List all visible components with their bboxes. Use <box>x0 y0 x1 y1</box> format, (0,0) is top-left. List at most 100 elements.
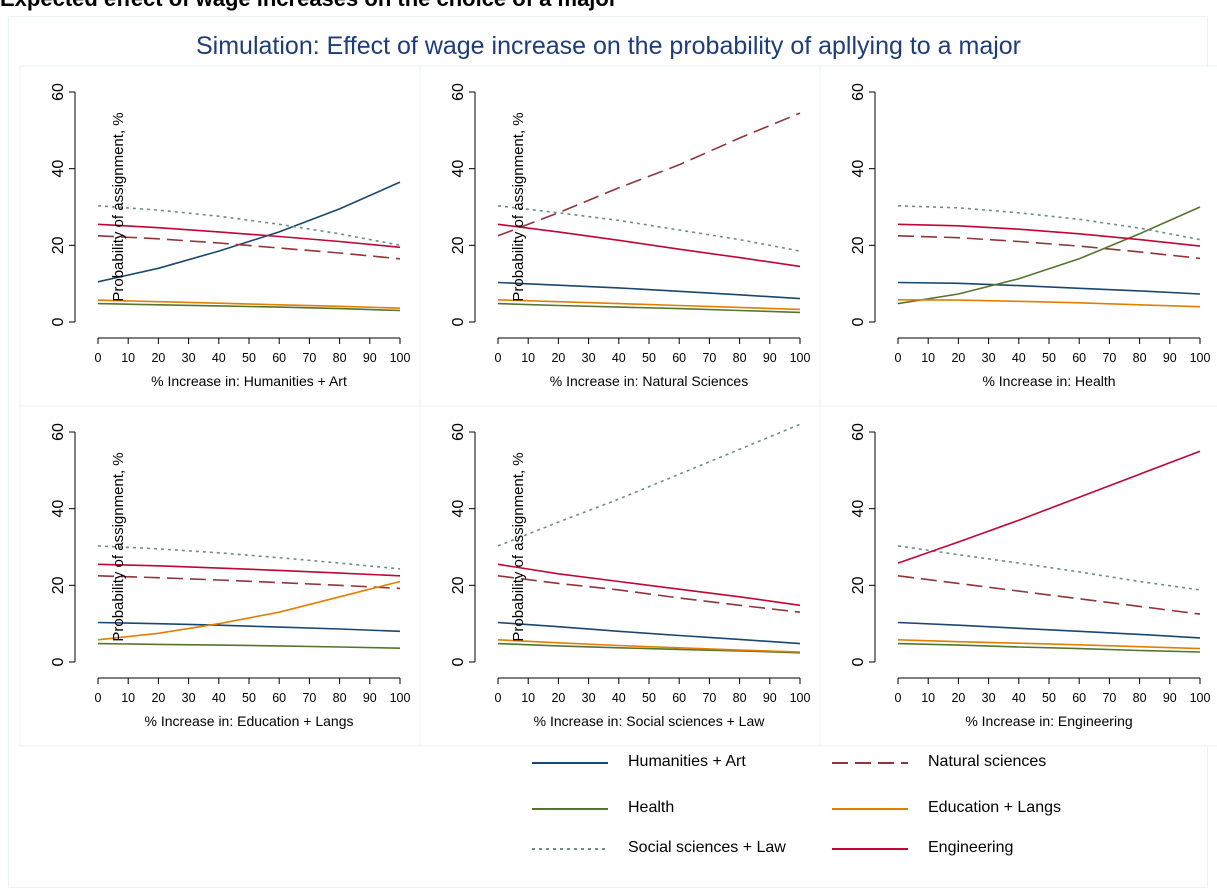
series-line-engineering <box>497 563 801 607</box>
x-tick-label: 20 <box>951 351 965 365</box>
x-tick-label: 10 <box>521 691 535 705</box>
y-tick-label: 20 <box>450 236 467 254</box>
x-tick-label: 40 <box>612 691 626 705</box>
series-line-natural-sciences <box>97 235 401 260</box>
series-line-natural-sciences <box>497 575 801 613</box>
chart-title: Simulation: Effect of wage increase on t… <box>196 32 1021 60</box>
x-tick-label: 70 <box>302 691 316 705</box>
x-tick-label: 90 <box>1163 351 1177 365</box>
series-line-humanities-art <box>897 621 1201 639</box>
y-tick-label: 0 <box>50 317 67 326</box>
y-tick-label: 60 <box>450 83 467 101</box>
x-tick-label: 80 <box>1133 351 1147 365</box>
series-line-social-sciences-law <box>897 205 1201 241</box>
x-tick-label: 80 <box>733 691 747 705</box>
series-line-education-langs <box>497 299 801 311</box>
x-tick-label: 90 <box>363 351 377 365</box>
y-tick-label: 0 <box>850 317 867 326</box>
x-axis-label: % Increase in: Social sciences + Law <box>534 713 766 729</box>
series-line-humanities-art <box>497 621 801 645</box>
x-tick-label: 40 <box>612 351 626 365</box>
y-tick-label: 60 <box>450 423 467 441</box>
x-tick-label: 60 <box>672 691 686 705</box>
series-line-education-langs <box>97 299 401 309</box>
x-tick-label: 30 <box>182 351 196 365</box>
x-tick-label: 80 <box>733 351 747 365</box>
series-line-health <box>497 302 801 314</box>
y-tick-label: 40 <box>450 160 467 178</box>
y-axis-label: Probability of assignment, % <box>110 452 127 641</box>
x-tick-label: 30 <box>182 691 196 705</box>
x-tick-label: 100 <box>1190 691 1211 705</box>
x-tick-label: 60 <box>672 351 686 365</box>
x-tick-label: 30 <box>982 691 996 705</box>
series-line-engineering <box>97 223 401 249</box>
x-tick-label: 90 <box>763 691 777 705</box>
x-tick-label: 50 <box>642 351 656 365</box>
y-tick-label: 40 <box>850 500 867 518</box>
series-line-natural-sciences <box>97 575 401 590</box>
x-axis-label: % Increase in: Health <box>982 373 1115 389</box>
panel-5: 0 20 40 60 0 10 20 30 40 50 60 70 80 90 100 % Increase … <box>419 405 821 747</box>
y-tick-label: 60 <box>850 423 867 441</box>
series-line-humanities-art <box>97 181 401 283</box>
series-line-humanities-art <box>497 281 801 300</box>
series-line-education-langs <box>897 298 1201 308</box>
x-tick-label: 50 <box>1042 351 1056 365</box>
panel-3: 0 20 40 60 0 10 20 30 40 50 60 70 80 90 100 % Increase … <box>819 65 1217 407</box>
x-tick-label: 60 <box>1072 691 1086 705</box>
x-tick-label: 20 <box>151 691 165 705</box>
y-tick-label: 40 <box>850 160 867 178</box>
x-axis-label: % Increase in: Education + Langs <box>145 713 354 729</box>
y-tick-label: 40 <box>50 500 67 518</box>
x-axis-label: % Increase in: Engineering <box>965 713 1132 729</box>
x-tick-label: 70 <box>1102 351 1116 365</box>
y-tick-label: 60 <box>850 83 867 101</box>
x-tick-label: 70 <box>1102 691 1116 705</box>
x-tick-label: 50 <box>1042 691 1056 705</box>
x-tick-label: 100 <box>790 691 811 705</box>
x-tick-label: 90 <box>363 691 377 705</box>
y-tick-label: 40 <box>450 500 467 518</box>
x-tick-label: 20 <box>551 691 565 705</box>
series-line-health <box>97 302 401 312</box>
series-line-social-sciences-law <box>897 545 1201 591</box>
x-tick-label: 60 <box>272 351 286 365</box>
y-tick-label: 20 <box>850 576 867 594</box>
y-tick-label: 20 <box>450 576 467 594</box>
x-tick-label: 60 <box>272 691 286 705</box>
y-tick-label: 20 <box>50 236 67 254</box>
y-tick-label: 20 <box>850 236 867 254</box>
header-text: Expected effect of wage increases on the… <box>0 0 617 12</box>
x-tick-label: 20 <box>151 351 165 365</box>
x-tick-label: 60 <box>1072 351 1086 365</box>
x-tick-label: 90 <box>763 351 777 365</box>
x-tick-label: 70 <box>702 691 716 705</box>
x-tick-label: 100 <box>1190 351 1211 365</box>
x-tick-label: 100 <box>390 351 411 365</box>
y-axis-label: Probability of assignment, % <box>110 112 127 301</box>
x-axis-label: % Increase in: Humanities + Art <box>151 373 347 389</box>
series-line-education-langs <box>97 580 401 641</box>
panel-2: 0 20 40 60 0 10 20 30 40 50 60 70 80 90 100 % Increase … <box>419 65 821 407</box>
panel-background <box>19 405 421 747</box>
series-line-social-sciences-law <box>97 205 401 247</box>
y-tick-label: 0 <box>450 657 467 666</box>
series-line-engineering <box>897 223 1201 247</box>
series-line-education-langs <box>497 639 801 653</box>
x-tick-label: 20 <box>551 351 565 365</box>
y-tick-label: 0 <box>850 657 867 666</box>
x-tick-label: 80 <box>333 691 347 705</box>
series-line-education-langs <box>897 639 1201 650</box>
series-line-health <box>897 642 1201 653</box>
x-tick-label: 40 <box>1012 351 1026 365</box>
series-line-humanities-art <box>897 281 1201 295</box>
panel-4: 0 20 40 60 0 10 20 30 40 50 60 70 80 90 100 % Increase … <box>19 405 421 747</box>
x-tick-label: 0 <box>95 351 102 365</box>
top-header-strip: Expected effect of wage increases on the… <box>0 0 1217 16</box>
y-tick-label: 0 <box>50 657 67 666</box>
y-tick-label: 60 <box>50 423 67 441</box>
x-tick-label: 10 <box>921 691 935 705</box>
x-tick-label: 70 <box>302 351 316 365</box>
series-line-natural-sciences <box>897 235 1201 260</box>
